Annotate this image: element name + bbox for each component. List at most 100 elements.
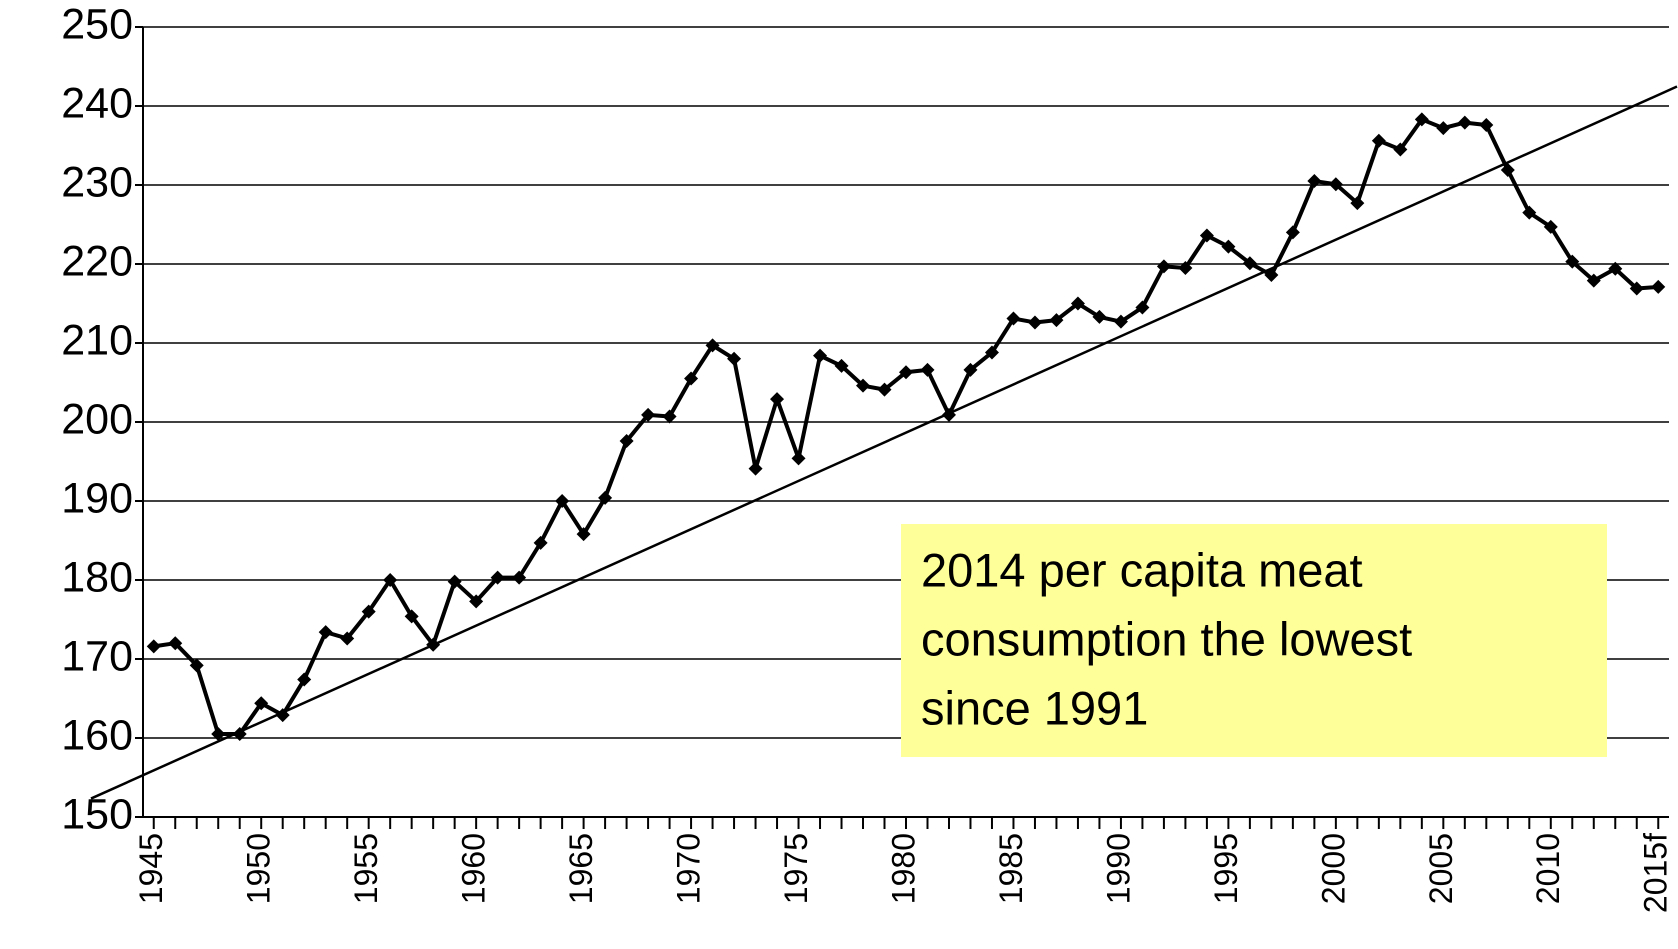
data-marker xyxy=(1178,260,1193,275)
data-marker xyxy=(856,378,871,393)
y-tick-label: 150 xyxy=(61,790,133,838)
data-marker xyxy=(877,382,892,397)
data-marker xyxy=(254,696,269,711)
data-marker xyxy=(1500,162,1515,177)
y-tick-label: 250 xyxy=(61,0,133,48)
data-marker xyxy=(1350,196,1365,211)
y-tick-label: 190 xyxy=(61,474,133,522)
data-marker xyxy=(426,637,441,652)
data-marker xyxy=(1586,273,1601,288)
data-marker xyxy=(963,362,978,377)
data-marker xyxy=(1242,256,1257,271)
y-tick-label: 180 xyxy=(61,553,133,601)
data-marker xyxy=(1522,205,1537,220)
data-marker xyxy=(1565,254,1580,269)
data-marker xyxy=(1651,279,1666,294)
data-marker xyxy=(1027,315,1042,330)
data-marker xyxy=(1156,259,1171,274)
data-marker xyxy=(533,535,548,550)
data-marker xyxy=(920,362,935,377)
data-marker xyxy=(748,461,763,476)
annotation-text: 2014 per capita meat xyxy=(921,543,1363,596)
data-marker xyxy=(1629,281,1644,296)
x-tick-label: 1960 xyxy=(456,833,492,904)
data-marker xyxy=(984,345,999,360)
data-marker xyxy=(684,371,699,386)
data-marker xyxy=(770,392,785,407)
x-tick-label: 1995 xyxy=(1208,833,1244,904)
y-tick-label: 160 xyxy=(61,711,133,759)
data-marker xyxy=(941,407,956,422)
x-tick-label: 1965 xyxy=(563,833,599,904)
data-marker xyxy=(340,631,355,646)
data-marker xyxy=(189,658,204,673)
data-marker xyxy=(1135,300,1150,315)
data-marker xyxy=(1113,314,1128,329)
data-marker xyxy=(705,338,720,353)
data-marker xyxy=(1264,268,1279,283)
x-tick-label: 2000 xyxy=(1315,833,1351,904)
data-marker xyxy=(1070,296,1085,311)
data-marker xyxy=(1006,311,1021,326)
data-marker xyxy=(318,625,333,640)
data-marker xyxy=(1371,133,1386,148)
data-marker xyxy=(727,351,742,366)
data-marker xyxy=(1049,313,1064,328)
data-marker xyxy=(1307,174,1322,189)
data-marker xyxy=(576,527,591,542)
data-marker xyxy=(1436,121,1451,136)
data-marker xyxy=(641,407,656,422)
data-marker xyxy=(1199,228,1214,243)
x-tick-label: 1950 xyxy=(241,833,277,904)
data-marker xyxy=(232,727,247,742)
x-tick-label: 1945 xyxy=(133,833,169,904)
data-marker xyxy=(1221,239,1236,254)
data-marker xyxy=(469,594,484,609)
data-marker xyxy=(383,573,398,587)
data-marker xyxy=(791,451,806,466)
x-tick-label: 2005 xyxy=(1423,833,1459,904)
y-tick-label: 170 xyxy=(61,632,133,680)
data-marker xyxy=(168,636,183,651)
data-marker xyxy=(1414,112,1429,127)
trend-line xyxy=(90,85,1678,800)
annotation-box xyxy=(901,524,1607,757)
data-marker xyxy=(1457,115,1472,130)
annotation-text: consumption the lowest xyxy=(921,612,1412,665)
data-marker xyxy=(813,348,828,363)
data-marker xyxy=(662,409,677,424)
data-marker xyxy=(490,570,505,585)
data-marker xyxy=(1328,177,1343,192)
data-marker xyxy=(899,365,913,380)
data-marker xyxy=(598,490,613,505)
data-marker xyxy=(555,494,570,508)
data-marker xyxy=(447,574,462,589)
x-tick-label: 1970 xyxy=(671,833,707,904)
data-marker xyxy=(361,604,376,619)
x-tick-label: 1955 xyxy=(348,833,384,904)
data-marker xyxy=(1608,261,1623,276)
x-tick-label: 1985 xyxy=(993,833,1029,904)
y-tick-label: 240 xyxy=(61,79,133,127)
data-marker xyxy=(512,570,527,585)
data-marker xyxy=(146,639,161,654)
x-tick-label: 1980 xyxy=(885,833,921,904)
y-tick-label: 200 xyxy=(61,395,133,443)
data-marker xyxy=(211,727,226,742)
data-marker xyxy=(1393,142,1408,157)
data-marker xyxy=(1092,309,1107,324)
x-tick-label: 2015f xyxy=(1638,833,1674,913)
data-marker xyxy=(404,609,419,624)
y-tick-label: 210 xyxy=(61,316,133,364)
x-tick-label: 2010 xyxy=(1530,833,1566,904)
y-tick-label: 230 xyxy=(61,158,133,206)
data-marker xyxy=(297,672,312,687)
data-marker xyxy=(1285,225,1300,240)
x-tick-label: 1975 xyxy=(778,833,814,904)
annotation-text: since 1991 xyxy=(921,681,1148,734)
x-tick-label: 1990 xyxy=(1100,833,1136,904)
data-marker xyxy=(275,708,290,723)
y-tick-label: 220 xyxy=(61,237,133,285)
